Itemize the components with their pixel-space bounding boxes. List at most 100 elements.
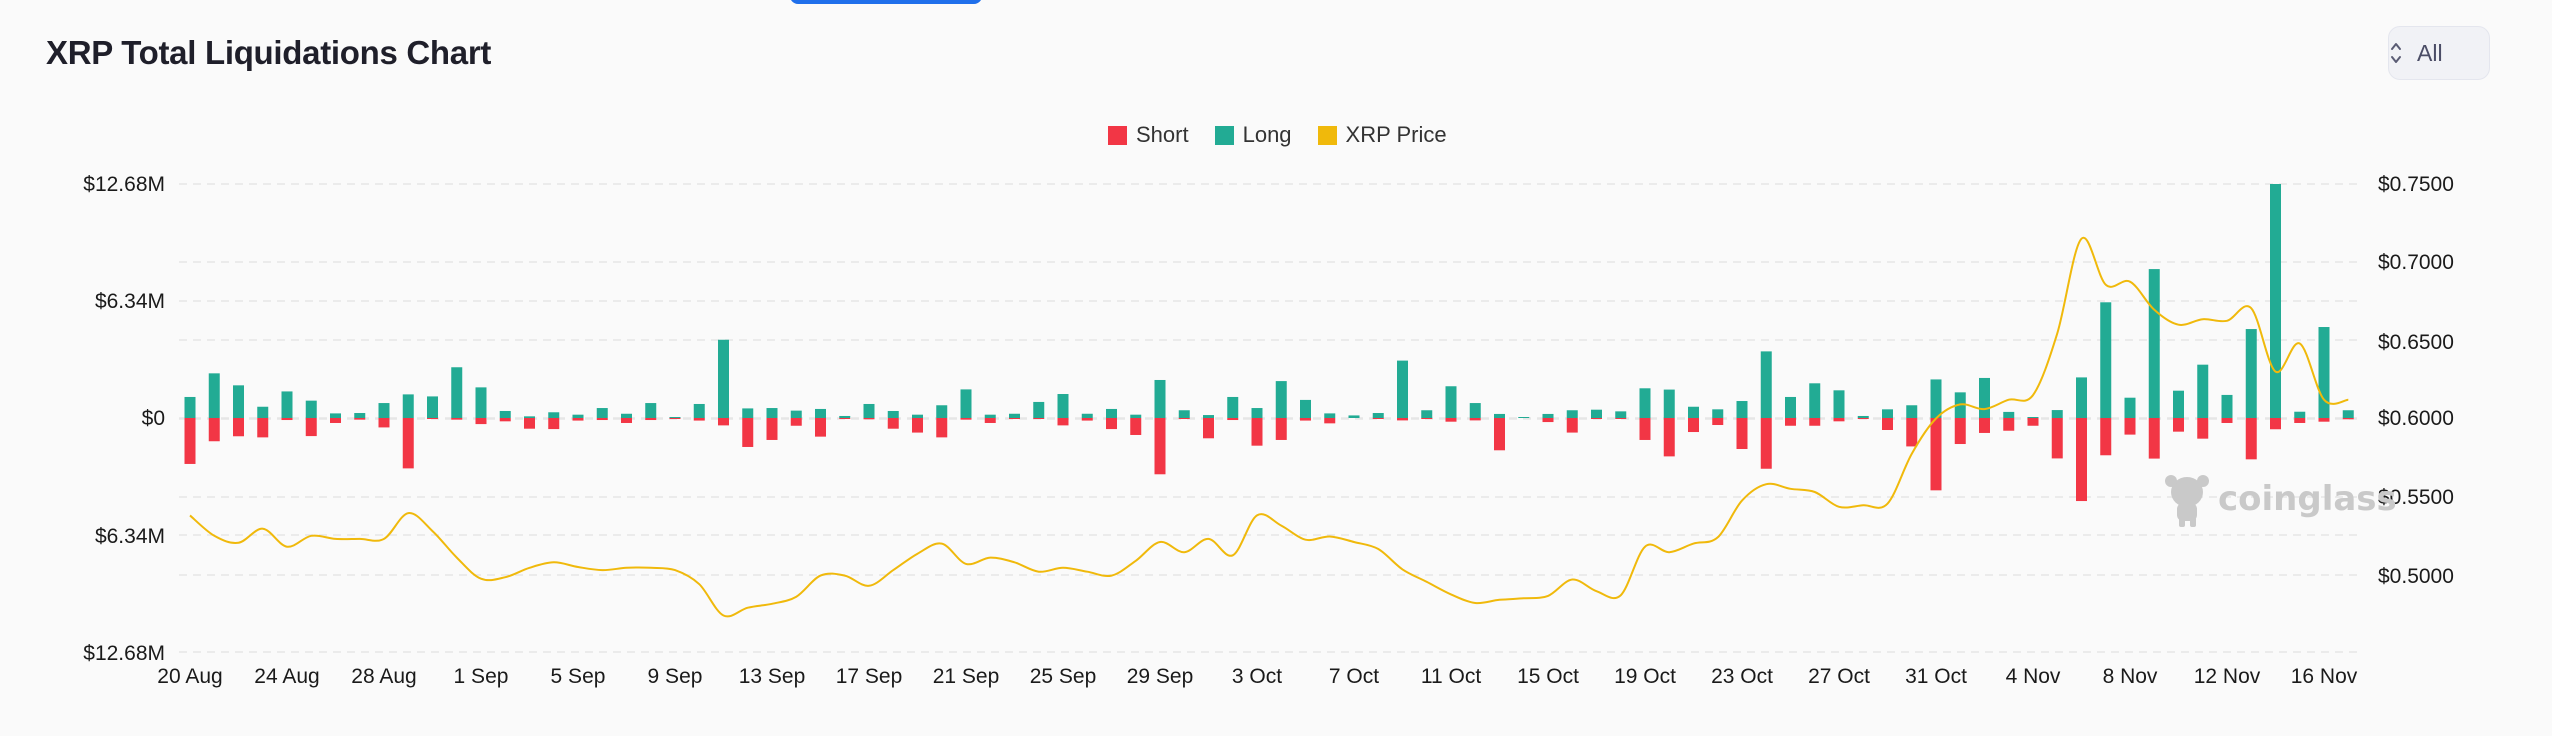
short-bar[interactable] [1372,418,1384,419]
short-bar[interactable] [1275,418,1287,440]
long-bar[interactable] [354,413,366,418]
short-bar[interactable] [2051,418,2063,459]
long-bar[interactable] [1009,413,1020,418]
long-bar[interactable] [378,403,390,418]
short-bar[interactable] [1566,418,1578,433]
short-bar[interactable] [499,418,511,422]
long-bar[interactable] [1663,389,1675,418]
long-bar[interactable] [305,400,317,418]
short-bar[interactable] [2270,418,2281,430]
short-bar[interactable] [863,418,875,420]
long-bar[interactable] [887,410,899,418]
legend-item-long[interactable]: Long [1214,122,1292,148]
long-bar[interactable] [645,403,657,418]
long-bar[interactable] [839,415,851,418]
short-bar[interactable] [1203,418,1214,439]
short-bar[interactable] [669,418,681,419]
long-bar[interactable] [1566,410,1578,418]
short-bar[interactable] [790,418,802,426]
short-bar[interactable] [2221,418,2233,423]
long-bar[interactable] [1882,409,1893,418]
short-bar[interactable] [184,418,196,464]
short-bar[interactable] [1397,418,1408,421]
long-bar[interactable] [815,408,826,418]
short-bar[interactable] [984,418,996,423]
short-bar[interactable] [1736,418,1748,450]
long-bar[interactable] [2221,394,2233,418]
short-bar[interactable] [1979,418,1990,433]
long-bar[interactable] [2148,269,2160,418]
short-bar[interactable] [1906,418,1918,447]
long-bar[interactable] [330,413,341,418]
long-bar[interactable] [1057,394,1069,418]
short-bar[interactable] [572,418,584,421]
long-bar[interactable] [402,394,414,418]
short-bar[interactable] [2027,418,2039,426]
short-bar[interactable] [233,418,244,437]
short-bar[interactable] [1178,418,1190,419]
short-bar[interactable] [475,418,487,425]
long-bar[interactable] [2100,302,2112,418]
long-bar[interactable] [1154,379,1166,418]
long-bar[interactable] [1591,409,1602,418]
short-bar[interactable] [960,418,972,420]
short-bar[interactable] [1954,418,1966,445]
long-bar[interactable] [1300,399,1311,418]
short-bar[interactable] [2076,418,2087,502]
long-bar[interactable] [1324,413,1336,418]
short-bar[interactable] [1760,418,1772,469]
short-bar[interactable] [1688,418,1699,433]
short-bar[interactable] [2245,418,2257,460]
long-bar[interactable] [2173,390,2184,418]
legend-item-short[interactable]: Short [1108,122,1189,148]
short-bar[interactable] [1542,418,1554,423]
long-bar[interactable] [1809,383,1821,418]
short-bar[interactable] [330,418,341,423]
long-bar[interactable] [2124,397,2136,418]
long-bar[interactable] [2003,411,2015,418]
short-bar[interactable] [912,418,923,433]
long-bar[interactable] [718,339,729,418]
short-bar[interactable] [305,418,317,437]
long-bar[interactable] [233,385,244,418]
short-bar[interactable] [2197,418,2209,439]
short-bar[interactable] [621,418,632,423]
short-bar[interactable] [596,418,608,421]
short-bar[interactable] [1833,418,1845,422]
short-bar[interactable] [1324,418,1336,424]
long-bar[interactable] [2245,329,2257,418]
long-bar[interactable] [742,408,754,418]
long-bar[interactable] [1203,415,1214,418]
long-bar[interactable] [1469,403,1481,418]
short-bar[interactable] [1154,418,1166,475]
long-bar[interactable] [1106,408,1117,418]
short-bar[interactable] [936,418,948,438]
long-bar[interactable] [548,412,560,418]
long-bar[interactable] [499,410,511,418]
long-bar[interactable] [281,391,293,418]
range-select[interactable]: All [2388,26,2490,80]
long-bar[interactable] [1445,386,1457,418]
long-bar[interactable] [621,413,632,418]
short-bar[interactable] [693,418,705,421]
long-bar[interactable] [1033,401,1045,418]
short-bar[interactable] [1009,418,1020,419]
long-bar[interactable] [1372,413,1384,418]
short-bar[interactable] [2294,418,2306,423]
long-bar[interactable] [1906,405,1918,418]
short-bar[interactable] [2318,418,2330,422]
long-bar[interactable] [1785,396,1796,418]
long-bar[interactable] [1494,413,1505,418]
short-bar[interactable] [1663,418,1675,457]
long-bar[interactable] [1251,408,1263,418]
long-bar[interactable] [766,408,778,418]
long-bar[interactable] [1639,388,1651,418]
long-bar[interactable] [2051,410,2063,418]
short-bar[interactable] [1081,418,1093,421]
long-bar[interactable] [669,417,681,418]
long-bar[interactable] [912,414,923,418]
long-bar[interactable] [936,405,948,418]
legend-item-price[interactable]: XRP Price [1317,122,1447,148]
long-bar[interactable] [208,373,220,418]
